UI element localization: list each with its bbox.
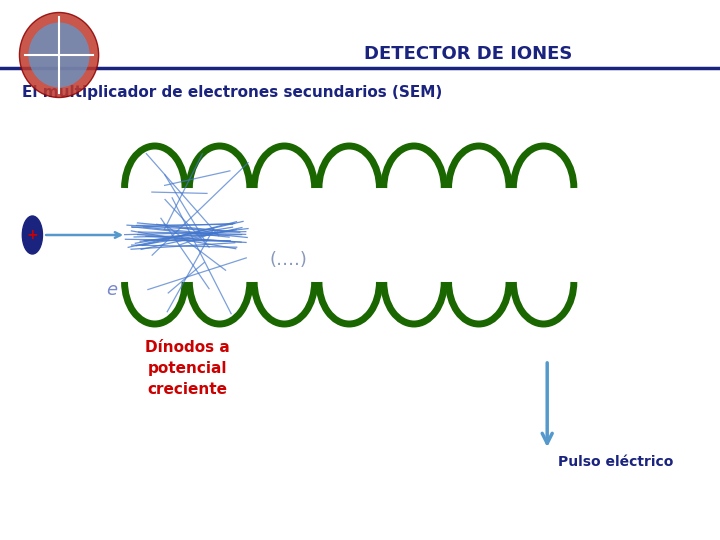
Text: e: e [106, 281, 117, 299]
Ellipse shape [22, 216, 42, 254]
Text: El multiplicador de electrones secundarios (SEM): El multiplicador de electrones secundari… [22, 85, 442, 100]
Text: DETECTOR DE IONES: DETECTOR DE IONES [364, 45, 572, 63]
Ellipse shape [19, 12, 99, 98]
Text: Dínodos a
potencial
creciente: Dínodos a potencial creciente [145, 340, 230, 397]
Text: +: + [27, 228, 38, 242]
Text: Pulso eléctrico: Pulso eléctrico [558, 455, 673, 469]
Ellipse shape [29, 23, 89, 87]
Text: (….): (….) [269, 251, 307, 269]
